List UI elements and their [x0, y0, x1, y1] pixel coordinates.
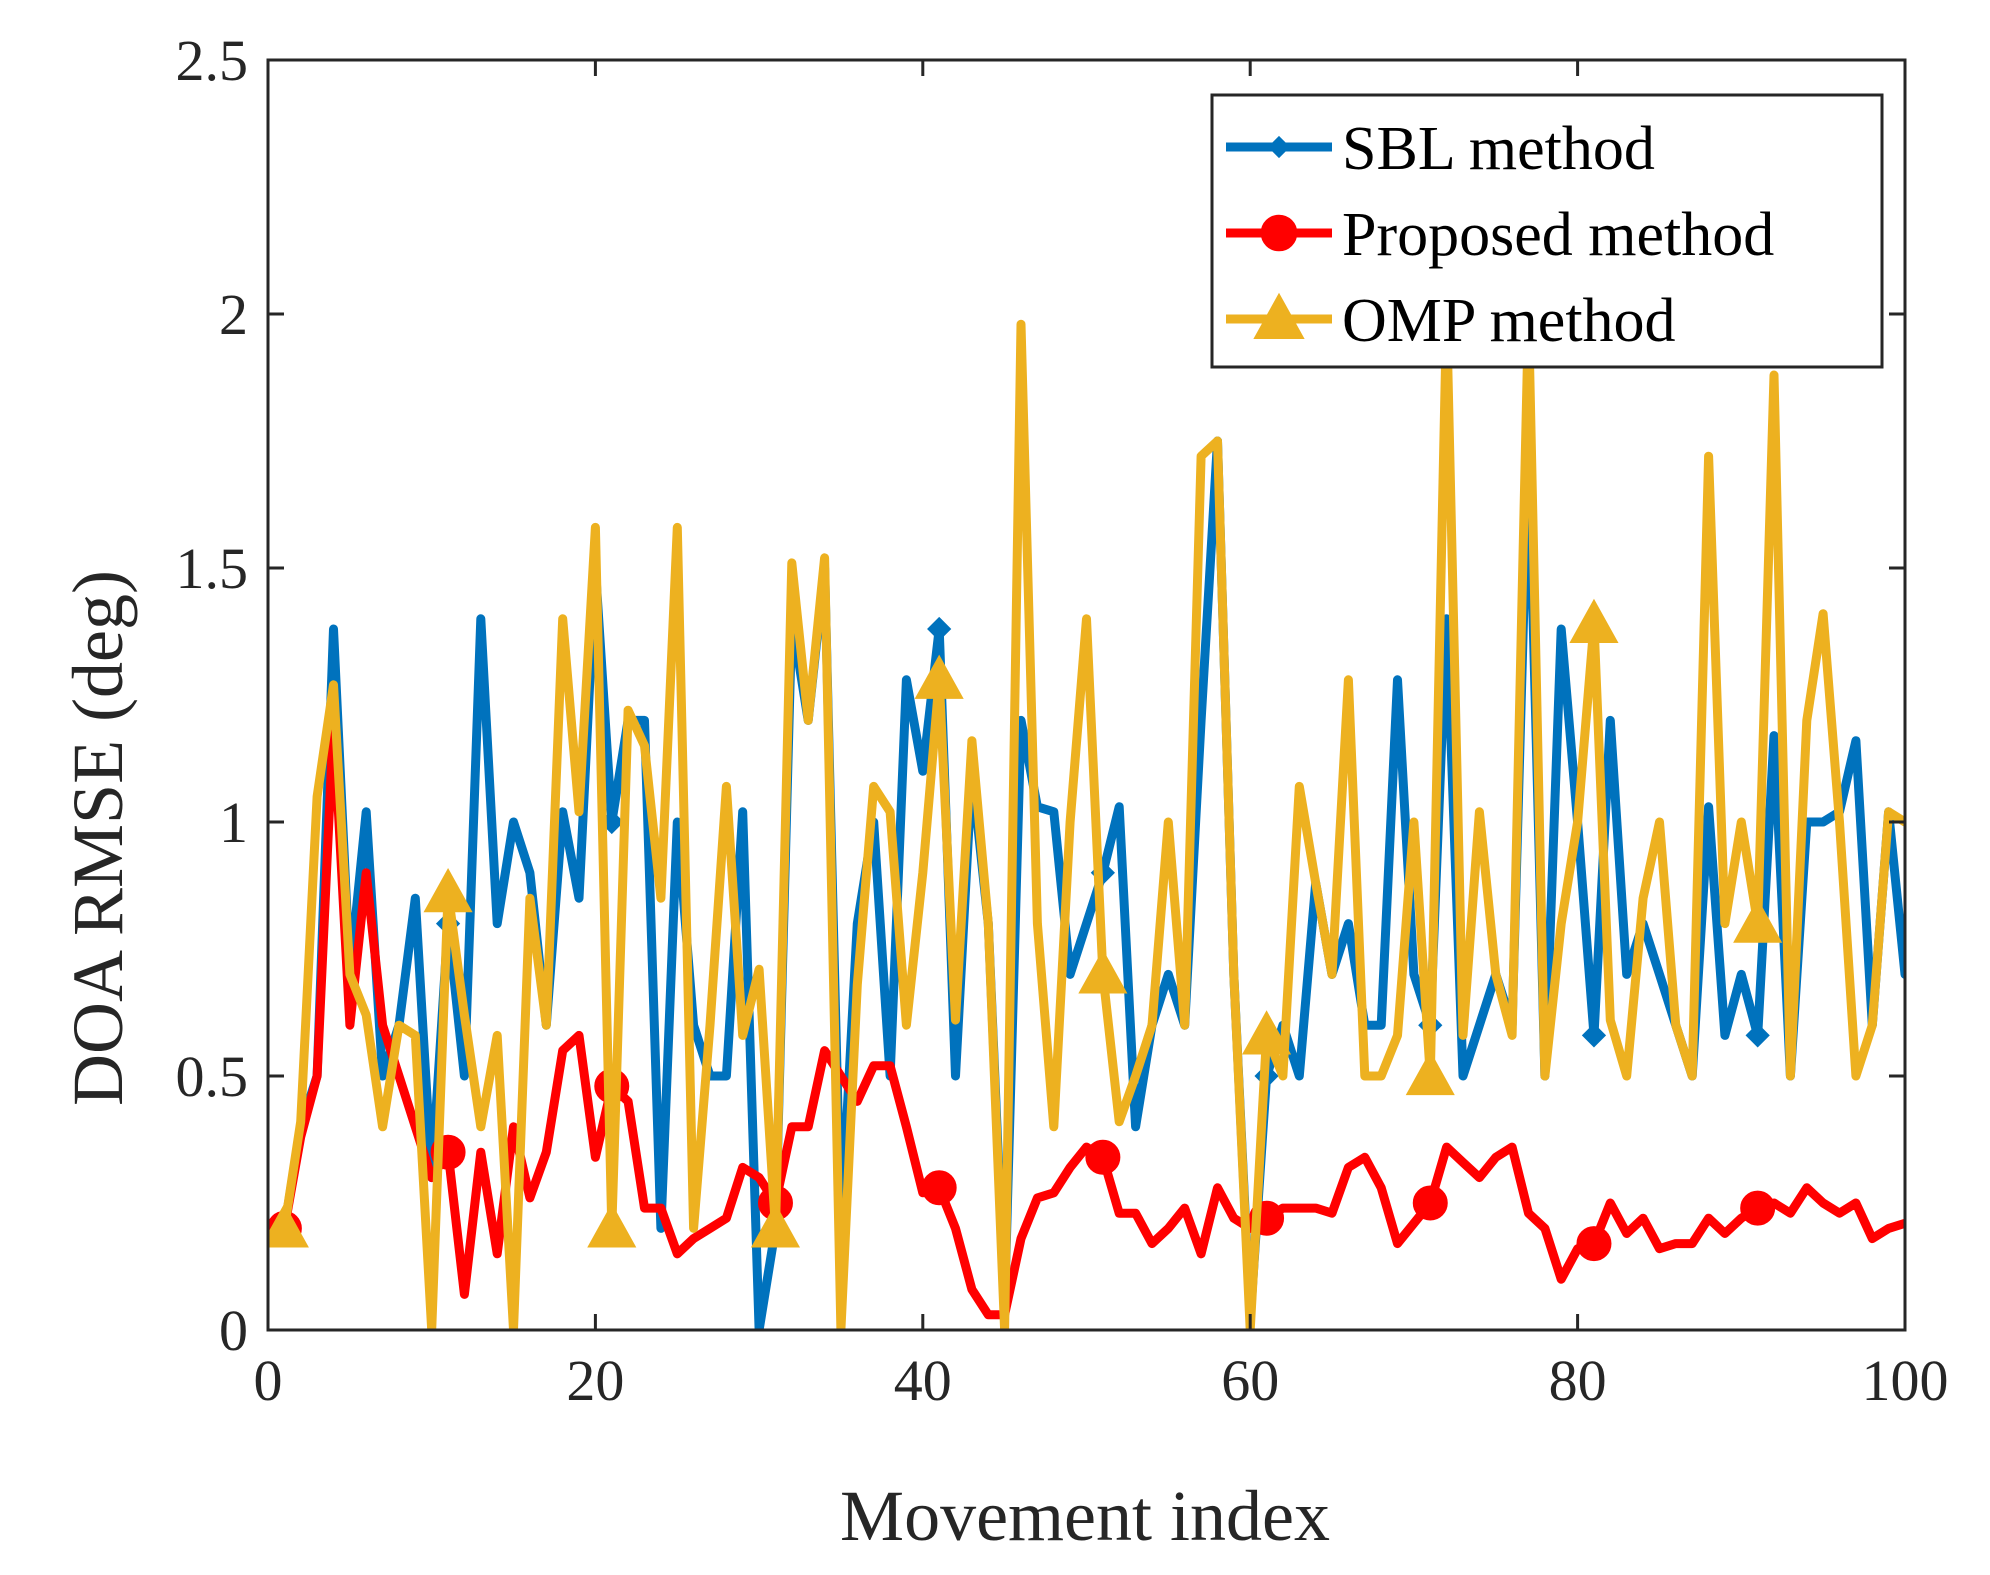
omp-method-marker	[914, 654, 964, 699]
omp-method-marker	[1078, 949, 1128, 994]
proposed-method-marker	[1740, 1190, 1776, 1226]
plot-area-frame	[266, 58, 1907, 1332]
x-tick-label: 40	[894, 1348, 952, 1413]
legend-omp-method-marker	[1253, 292, 1305, 339]
legend-sbl-method-marker	[1267, 135, 1291, 159]
legend-omp-method-label: OMP method	[1342, 287, 1676, 355]
x-tick-label: 80	[1549, 1348, 1607, 1413]
legend-sbl-method-label: SBL method	[1342, 115, 1655, 183]
y-tick-label: 1	[219, 790, 248, 855]
omp-method-marker	[423, 868, 473, 913]
omp-method-marker	[1733, 898, 1783, 943]
omp-method-line	[279, 309, 1905, 1330]
y-tick-label: 0.5	[176, 1044, 249, 1109]
omp-method-marker	[1405, 1050, 1455, 1096]
legend-proposed-method-label: Proposed method	[1342, 201, 1774, 269]
sbl-method-marker	[1581, 1023, 1607, 1048]
y-tick-label: 0	[219, 1298, 248, 1363]
proposed-method-marker	[1085, 1139, 1121, 1175]
x-tick-label: 60	[1221, 1348, 1279, 1413]
proposed-method-marker	[921, 1170, 957, 1206]
x-tick-label: 100	[1862, 1348, 1949, 1413]
x-axis-title: Movement index	[840, 1476, 1330, 1556]
proposed-method-marker	[1412, 1185, 1448, 1221]
legend-proposed-method-marker	[1260, 214, 1298, 252]
proposed-method-marker	[1576, 1226, 1612, 1262]
y-axis-title: DOA RMSE (deg)	[58, 570, 138, 1106]
omp-method-marker	[1569, 598, 1619, 643]
omp-method-marker	[587, 1203, 637, 1248]
omp-method-marker	[268, 1203, 309, 1248]
y-tick-label: 1.5	[176, 536, 249, 601]
y-tick-label: 2	[219, 282, 248, 347]
y-tick-label: 2.5	[176, 28, 249, 93]
x-tick-label: 20	[566, 1348, 624, 1413]
sbl-method-marker	[1745, 1023, 1770, 1048]
plot-lines-group	[268, 309, 1905, 1330]
sbl-method-marker	[927, 616, 952, 642]
omp-method-marker	[750, 1203, 801, 1248]
axes-group: 0 20 40 60 80 100 0 0.5 1 1.5 2 2.5	[176, 28, 1949, 1413]
omp-method-marker	[1242, 1010, 1292, 1055]
x-tick-label: 0	[254, 1348, 283, 1413]
legend: SBL method Proposed method OMP method	[1210, 93, 1884, 369]
